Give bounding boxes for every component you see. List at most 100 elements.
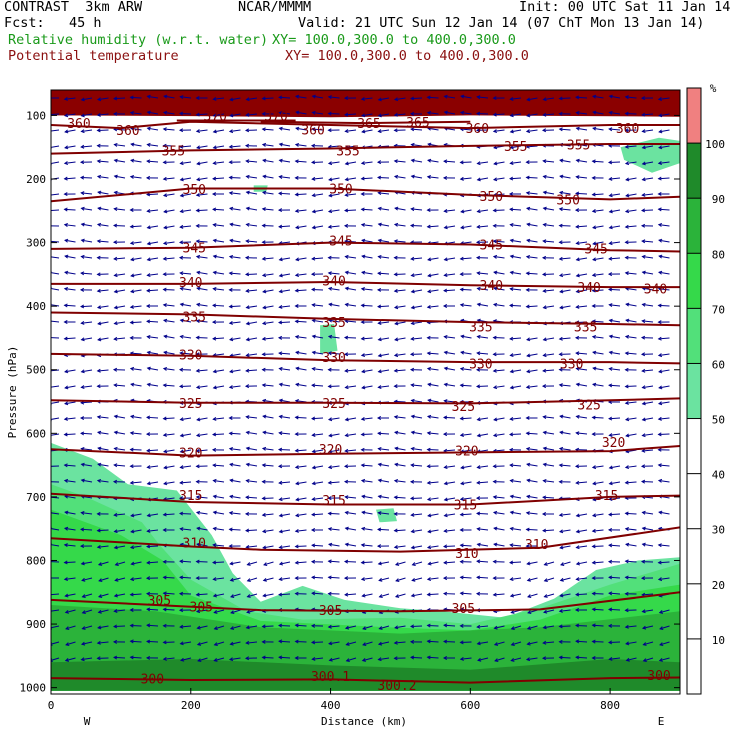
- wind-vector-head: [345, 642, 350, 646]
- wind-vector: [658, 97, 670, 100]
- wind-vector-head: [460, 94, 465, 99]
- wind-vector: [213, 480, 225, 483]
- wind-vector: [592, 273, 604, 276]
- wind-vector-head: [113, 463, 118, 468]
- wind-vector: [114, 175, 126, 179]
- wind-vector-head: [360, 287, 365, 291]
- wind-vector: [114, 384, 126, 387]
- wind-vector: [543, 240, 555, 243]
- wind-vector: [279, 497, 291, 501]
- wind-vector-head: [81, 610, 86, 615]
- wind-vector-head: [146, 382, 151, 387]
- colorbar-tick-label: 60: [712, 358, 725, 371]
- wind-vector-head: [395, 578, 400, 583]
- wind-vector: [279, 593, 291, 596]
- wind-vector-head: [542, 430, 547, 435]
- rh-fill-layer: [51, 90, 680, 691]
- wind-vector: [658, 401, 670, 405]
- wind-vector-head: [179, 527, 184, 532]
- wind-vector-head: [311, 350, 316, 355]
- wind-vector: [526, 176, 538, 179]
- wind-vector: [427, 159, 439, 163]
- wind-vector-head: [278, 191, 283, 196]
- wind-vector-head: [195, 510, 201, 515]
- wind-vector-head: [641, 254, 646, 259]
- wind-vector: [428, 529, 439, 533]
- wind-vector-head: [113, 273, 118, 278]
- theta-label: 315: [179, 489, 202, 504]
- wind-vector: [312, 592, 324, 595]
- wind-vector-head: [294, 465, 300, 470]
- wind-vector-head: [80, 304, 85, 309]
- wind-vector-head: [608, 209, 613, 214]
- wind-vector-head: [640, 223, 646, 228]
- wind-vector-head: [63, 543, 68, 548]
- wind-vector: [130, 112, 142, 115]
- wind-vector: [658, 288, 670, 291]
- wind-vector-head: [426, 497, 432, 502]
- wind-vector-head: [228, 657, 234, 662]
- wind-vector-head: [426, 623, 431, 628]
- wind-vector: [296, 127, 307, 131]
- wind-vector-head: [625, 177, 630, 182]
- wind-vector-head: [575, 431, 580, 436]
- wind-vector: [262, 513, 274, 516]
- wind-vector-head: [476, 95, 481, 100]
- wind-vector: [51, 320, 60, 323]
- wind-vector: [642, 385, 654, 389]
- wind-vector-head: [624, 367, 629, 372]
- wind-vector: [98, 561, 109, 566]
- wind-vector: [361, 464, 373, 467]
- wind-vector-head: [246, 609, 251, 614]
- wind-vector: [642, 287, 654, 291]
- wind-vector-head: [426, 464, 431, 469]
- theta-label: 340: [577, 281, 600, 296]
- wind-vector: [279, 383, 291, 387]
- wind-vector-head: [642, 658, 647, 663]
- wind-vector-head: [295, 257, 300, 262]
- wind-vector-head: [542, 528, 547, 533]
- wind-vector: [576, 624, 588, 627]
- wind-vector: [362, 641, 373, 646]
- wind-vector: [559, 529, 571, 533]
- wind-vector-head: [146, 335, 151, 339]
- wind-vector: [114, 273, 126, 277]
- wind-vector-head: [361, 254, 366, 259]
- wind-vector-head: [129, 608, 134, 612]
- wind-vector: [444, 465, 456, 468]
- wind-vector-head: [327, 128, 332, 133]
- theta-contour-340: [51, 280, 680, 289]
- field1-label: Relative humidity (w.r.t. water): [8, 32, 269, 48]
- wind-vector: [312, 417, 324, 420]
- wind-vector-head: [212, 369, 217, 374]
- wind-vector: [246, 369, 258, 372]
- wind-vector-head: [625, 302, 630, 307]
- wind-vector-head: [129, 592, 134, 597]
- wind-vector: [130, 321, 142, 324]
- wind-vector: [609, 304, 621, 307]
- wind-vector-head: [559, 414, 564, 419]
- wind-vector-head: [591, 432, 596, 437]
- wind-vector: [180, 225, 192, 228]
- wind-vector: [576, 561, 588, 565]
- wind-vector: [345, 161, 357, 165]
- wind-vector-head: [344, 286, 349, 291]
- wind-vector-head: [96, 159, 101, 164]
- wind-vector: [180, 433, 192, 437]
- wind-vector-head: [509, 577, 514, 582]
- wind-vector-head: [245, 528, 250, 533]
- wind-vector-head: [443, 382, 448, 387]
- wind-vector-head: [509, 254, 514, 259]
- wind-vector-head: [179, 575, 184, 580]
- wind-vector: [378, 448, 390, 451]
- wind-vector-head: [311, 209, 316, 214]
- wind-vector-head: [559, 289, 564, 294]
- wind-vector-head: [246, 594, 251, 598]
- wind-vector-head: [261, 529, 267, 534]
- wind-vector-head: [311, 94, 316, 99]
- wind-vector-head: [146, 366, 151, 371]
- wind-vector-head: [526, 641, 531, 646]
- wind-vector-head: [130, 561, 135, 566]
- wind-vector-head: [624, 559, 629, 564]
